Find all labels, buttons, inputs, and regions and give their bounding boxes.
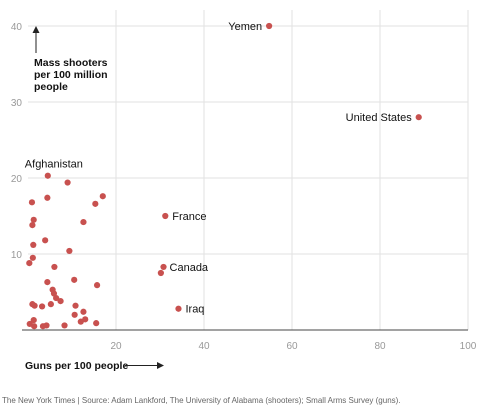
y-tick-label: 40	[11, 22, 23, 33]
data-point	[43, 322, 50, 329]
point-yemen	[266, 22, 273, 30]
y-tick-label: 20	[11, 174, 23, 185]
tick-labels: 20 40 60 80 100 10 20 30 40	[11, 22, 477, 352]
data-point	[31, 323, 38, 330]
data-point	[44, 279, 51, 286]
data-point	[72, 302, 79, 309]
data-point	[66, 247, 73, 255]
data-point	[44, 194, 51, 201]
point-label-france: France	[172, 211, 206, 223]
data-point	[30, 241, 37, 248]
data-point	[71, 276, 78, 283]
data-point	[28, 199, 36, 206]
x-axis-arrow-head	[157, 362, 164, 369]
data-point	[93, 320, 100, 327]
data-point	[30, 216, 37, 223]
y-axis-title-group: Mass shooters per 100 million people	[32, 26, 108, 93]
data-point	[29, 254, 36, 261]
data-point	[26, 260, 33, 267]
y-axis-title: Mass shooters per 100 million people	[34, 57, 108, 93]
data-point	[51, 263, 58, 271]
data-point	[42, 237, 49, 244]
y-axis-title-line: per 100 million	[34, 69, 108, 81]
data-point	[77, 318, 84, 325]
y-axis-arrow-head	[32, 26, 40, 33]
data-point	[53, 294, 60, 302]
point-afghanistan	[44, 172, 51, 179]
data-point	[30, 317, 37, 324]
data-point	[64, 179, 71, 186]
x-tick-label: 20	[110, 341, 122, 352]
data-point	[80, 308, 87, 315]
data-point	[71, 311, 78, 318]
point-label-iraq: Iraq	[185, 304, 204, 316]
data-point	[93, 282, 101, 289]
grid	[22, 10, 469, 331]
data-point	[47, 301, 54, 308]
point-united-states	[415, 114, 422, 121]
point-labels: Yemen United States Afghanistan France Canad…	[25, 21, 412, 316]
x-axis-title: Guns per 100 people	[25, 360, 128, 372]
point-label-united-states: United States	[346, 112, 413, 124]
source-note: The New York Times | Source: Adam Lankfo…	[2, 396, 401, 405]
data-point	[157, 269, 164, 277]
x-tick-label: 80	[374, 341, 386, 352]
data-point	[99, 193, 106, 200]
x-tick-label: 100	[460, 341, 477, 352]
data-point	[57, 298, 64, 305]
data-point	[80, 218, 87, 226]
x-axis-title-group: Guns per 100 people	[25, 360, 164, 372]
x-tick-label: 60	[286, 341, 298, 352]
data-point	[38, 303, 46, 310]
point-canada	[160, 263, 167, 271]
point-label-afghanistan: Afghanistan	[25, 159, 83, 171]
x-tick-label: 40	[198, 341, 210, 352]
scatter-chart: 20 40 60 80 100 10 20 30 40 Yemen United States Af…	[11, 10, 477, 372]
point-label-yemen: Yemen	[228, 21, 262, 33]
y-tick-label: 10	[11, 250, 23, 261]
data-point	[61, 322, 68, 329]
data-point	[29, 222, 36, 229]
point-france	[162, 212, 169, 220]
point-label-canada: Canada	[170, 262, 209, 274]
data-points	[26, 22, 422, 330]
point-iraq	[175, 305, 182, 312]
y-axis-title-line: people	[34, 81, 68, 93]
data-point	[31, 302, 38, 309]
data-point	[92, 200, 99, 207]
y-axis-title-line: Mass shooters	[34, 57, 108, 69]
y-tick-label: 30	[11, 98, 23, 109]
